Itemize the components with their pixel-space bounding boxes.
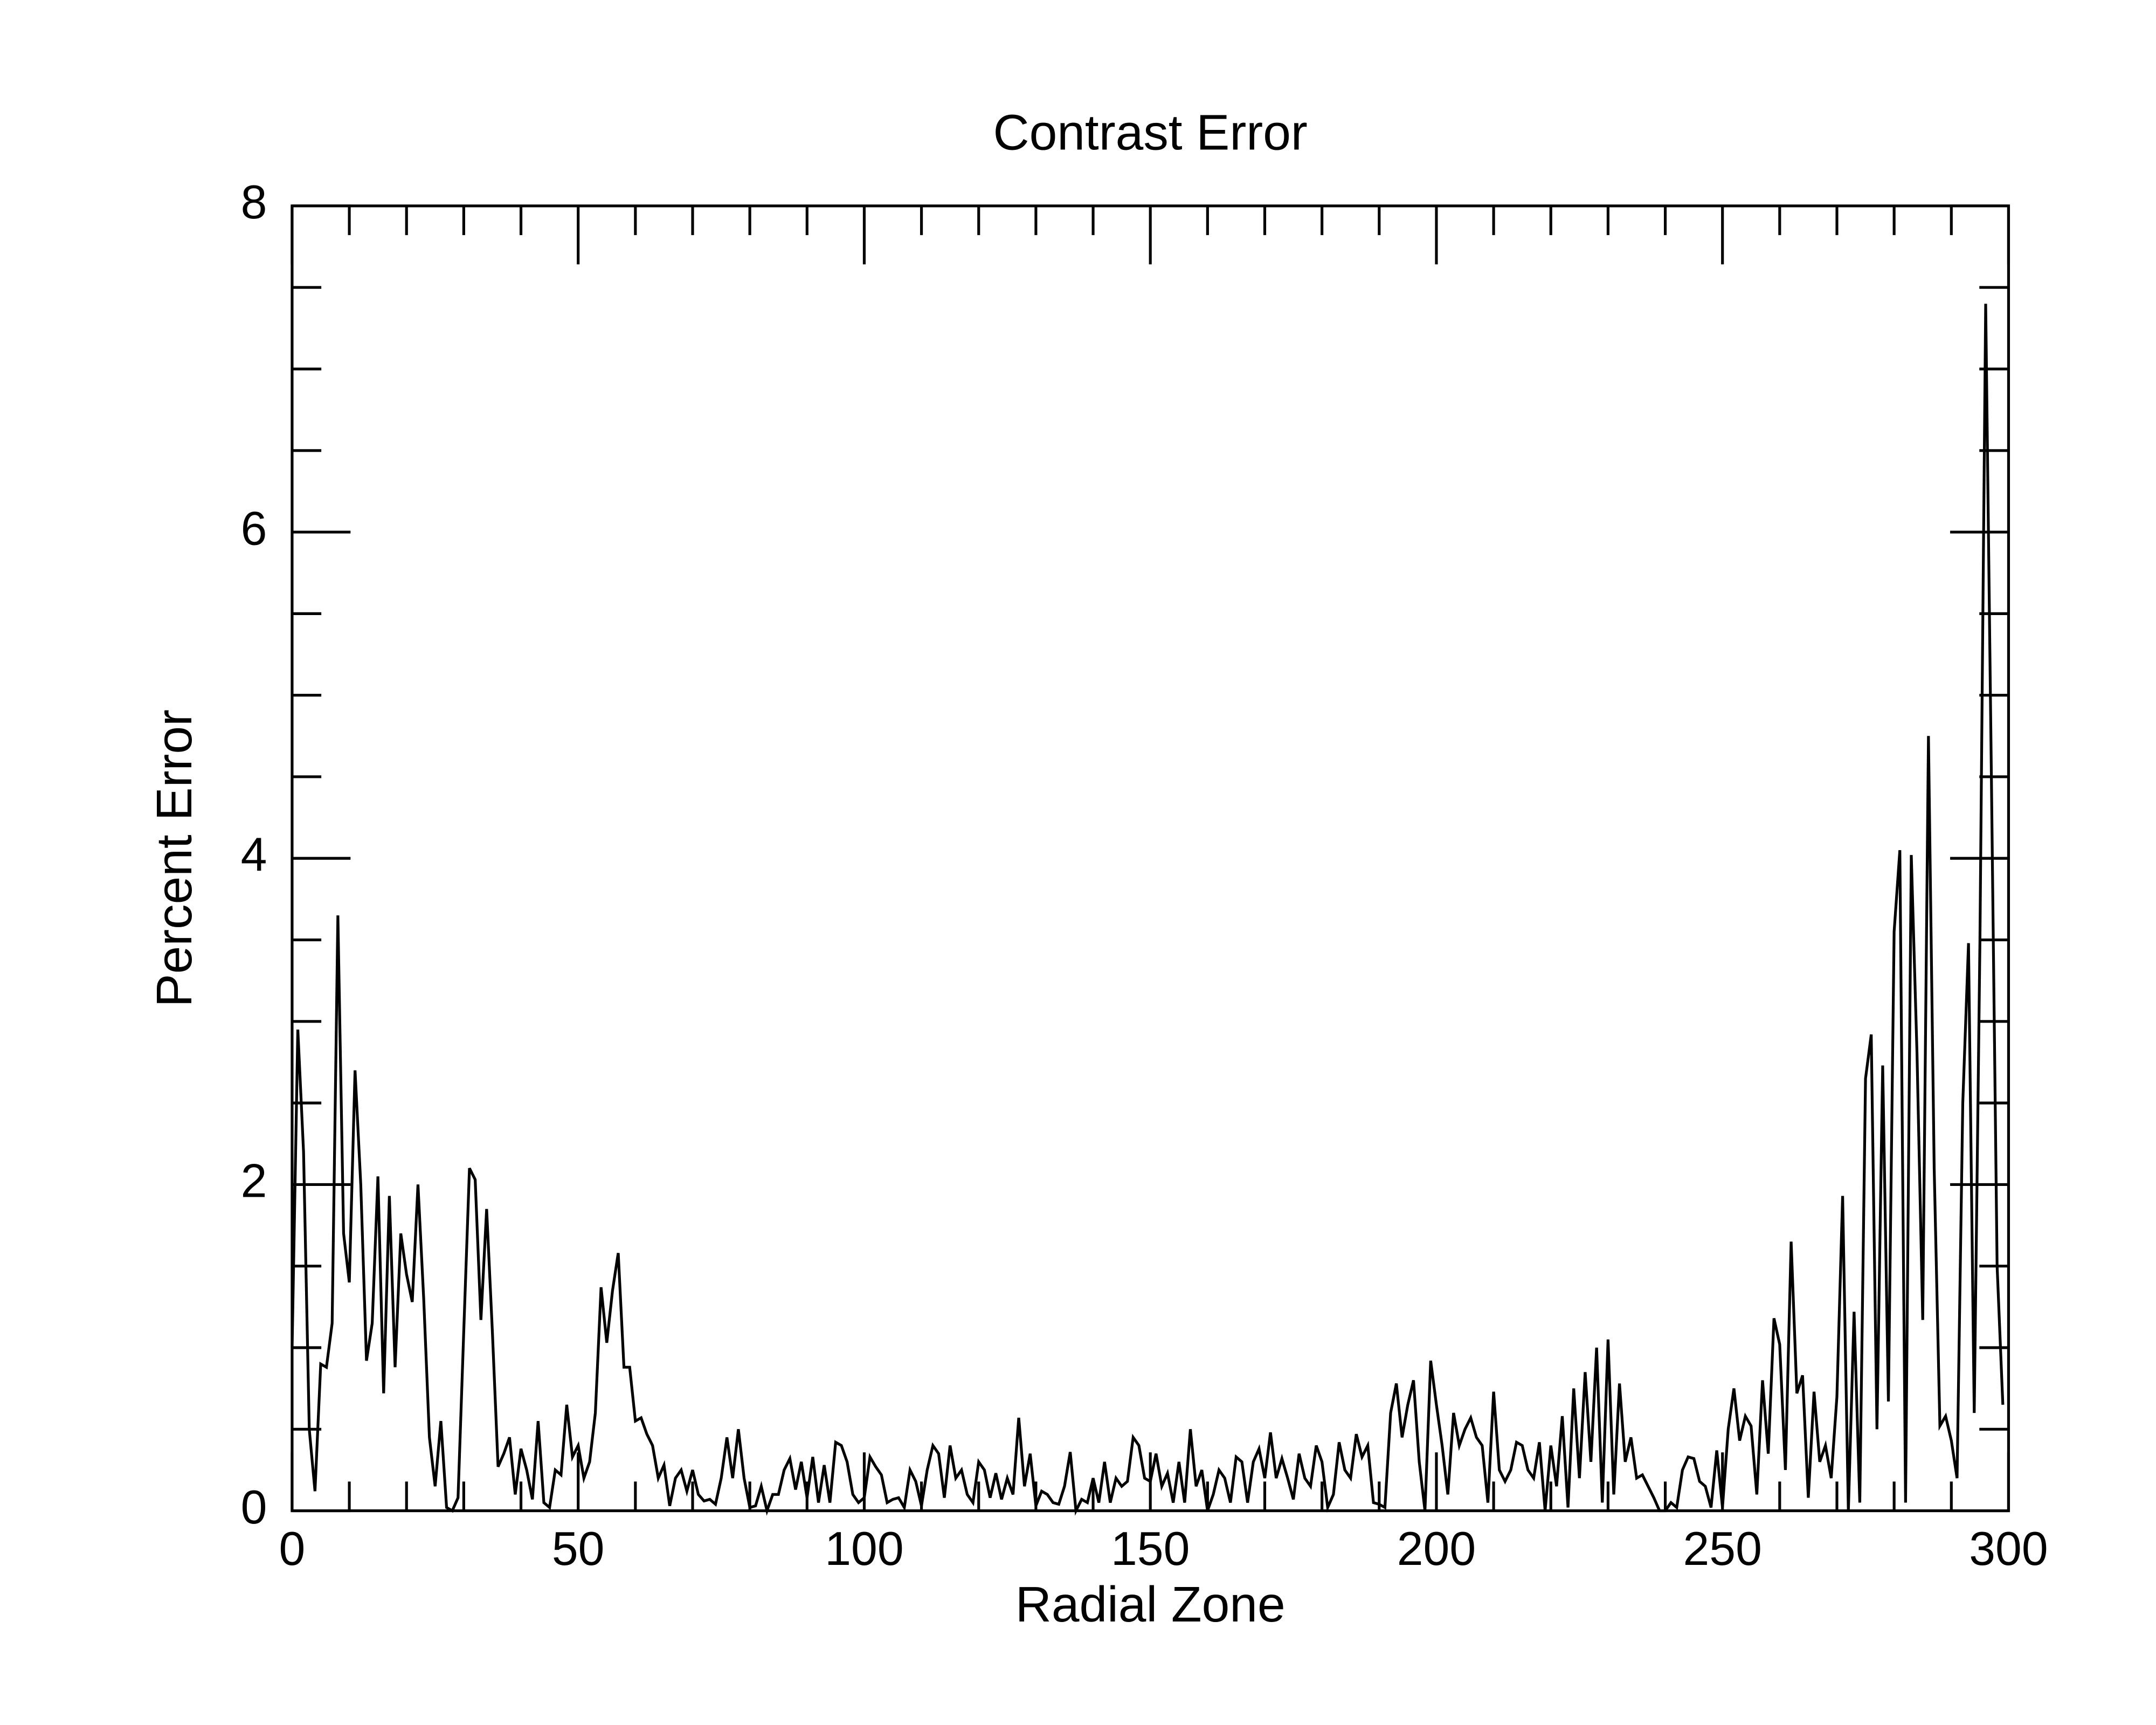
plot-frame	[291, 204, 2010, 1513]
y-axis-label: Percent Error	[146, 709, 202, 1007]
y-tick-label: 6	[241, 502, 267, 555]
x-tick-label: 50	[552, 1522, 605, 1575]
x-tick-label: 200	[1397, 1522, 1476, 1575]
data-line	[291, 303, 2005, 1516]
x-tick-label: 100	[825, 1522, 903, 1575]
x-tick-label: 150	[1111, 1522, 1190, 1575]
x-tick-label: 300	[1969, 1522, 2048, 1575]
y-tick-label: 2	[241, 1155, 267, 1208]
y-tick-label: 4	[241, 828, 267, 881]
x-axis-label: Radial Zone	[1015, 1576, 1286, 1632]
y-tick-label: 8	[241, 176, 267, 229]
y-tick-label: 0	[241, 1481, 267, 1534]
x-tick-label: 0	[279, 1522, 306, 1575]
chart-title: Contrast Error	[993, 104, 1308, 160]
x-tick-label: 250	[1683, 1522, 1762, 1575]
